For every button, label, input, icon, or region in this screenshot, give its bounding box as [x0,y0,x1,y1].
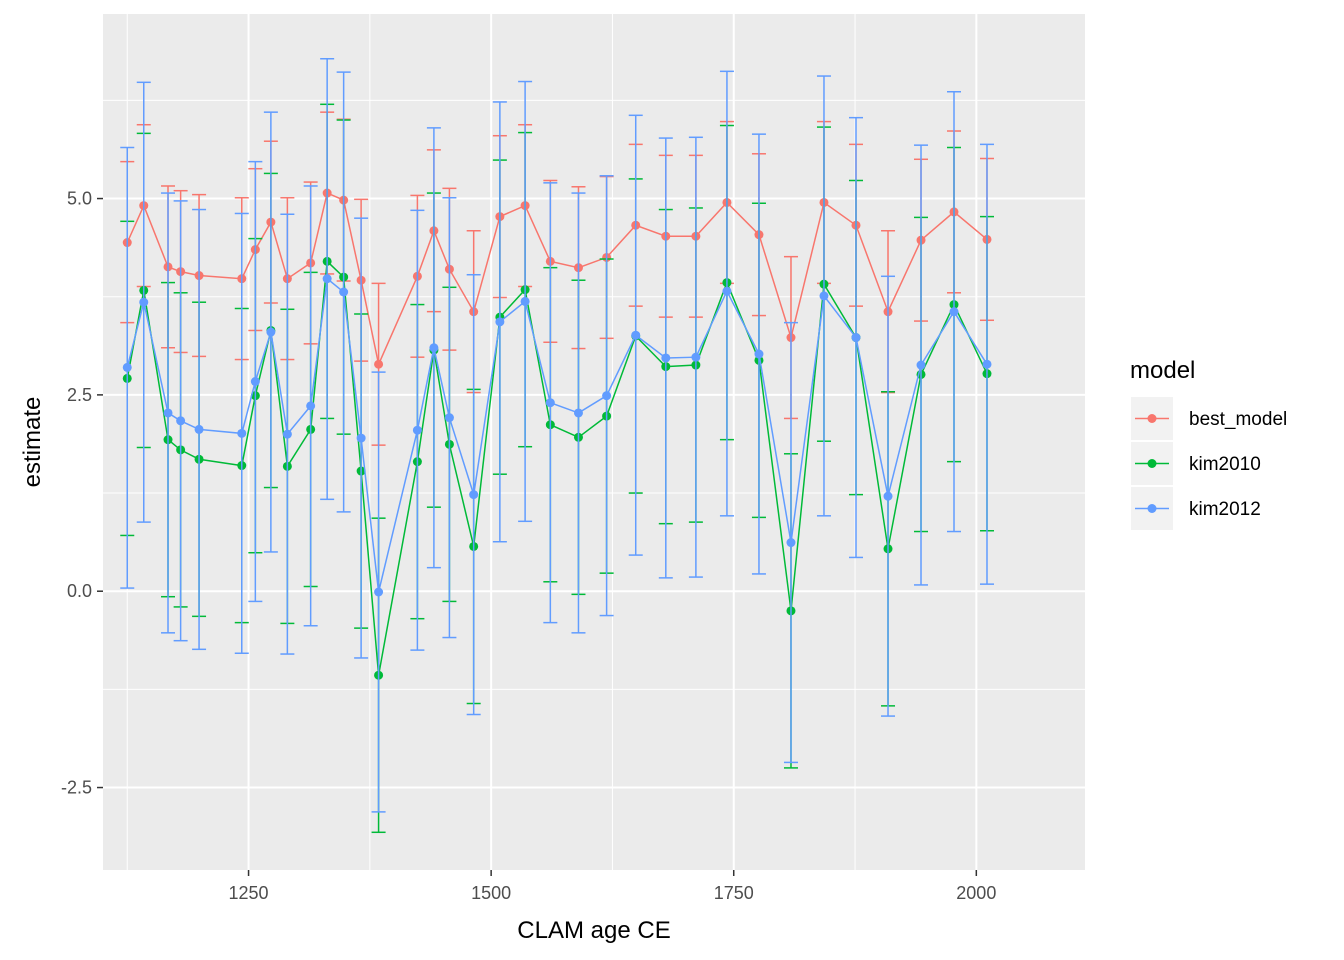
data-point [916,360,926,370]
legend-key-point [1147,414,1157,423]
data-point [754,349,764,359]
y-axis-title: estimate [19,397,46,488]
data-point [545,398,555,408]
data-point [631,330,641,340]
data-point [469,490,479,500]
x-tick-label: 2000 [956,883,996,903]
legend-entry-best_model: best_model [1131,397,1287,440]
data-point [520,296,530,306]
panel-background [103,14,1085,870]
data-point [851,333,861,343]
data-point [982,359,992,369]
data-point [282,429,292,439]
data-point [444,413,454,423]
data-point [949,307,959,317]
data-point [573,408,583,418]
data-point [266,327,276,337]
x-tick-label: 1500 [471,883,511,903]
legend-key-point [1147,504,1157,513]
data-point [602,391,612,401]
legend-label: kim2012 [1189,499,1261,520]
data-point [722,286,732,296]
x-tick-label: 1750 [714,883,754,903]
data-point [691,352,701,362]
data-point [374,359,384,369]
series-kim2012 [120,58,994,813]
data-point [250,377,260,387]
data-point [176,416,186,426]
y-tick-label: 5.0 [67,189,92,209]
data-point [306,401,316,411]
data-point [356,433,366,443]
data-point [163,408,173,418]
grid-minor [103,14,1085,870]
data-point [194,424,204,434]
data-point [819,291,829,301]
y-tick-label: -2.5 [61,778,92,798]
y-tick-label: 0.0 [67,581,92,601]
y-axis-ticks: -2.5 0.0 2.5 5.0 [61,189,103,798]
data-point [374,587,384,597]
data-point [661,353,671,363]
legend-entry-kim2012: kim2012 [1131,487,1261,530]
data-point [122,362,132,372]
y-tick-label: 2.5 [67,385,92,405]
x-axis-title: CLAM age CE [517,917,670,944]
data-point [237,428,247,438]
legend-entry-kim2010: kim2010 [1131,442,1261,485]
series-layer [120,58,994,834]
data-point [883,491,893,501]
data-point [339,287,349,297]
legend-label: kim2010 [1189,454,1261,475]
legend-title: model [1130,357,1195,384]
data-point [412,425,422,435]
data-point [495,317,505,327]
legend-label: best_model [1189,409,1287,430]
data-point [139,297,149,307]
data-point [429,343,439,353]
legend-key-point [1147,459,1157,468]
data-point [786,538,796,548]
x-axis-ticks: 1250 1500 1750 2000 [229,870,996,903]
x-tick-label: 1250 [229,883,269,903]
data-point [322,274,332,284]
legend: model best_model kim2010 kim2012 [1130,357,1287,530]
